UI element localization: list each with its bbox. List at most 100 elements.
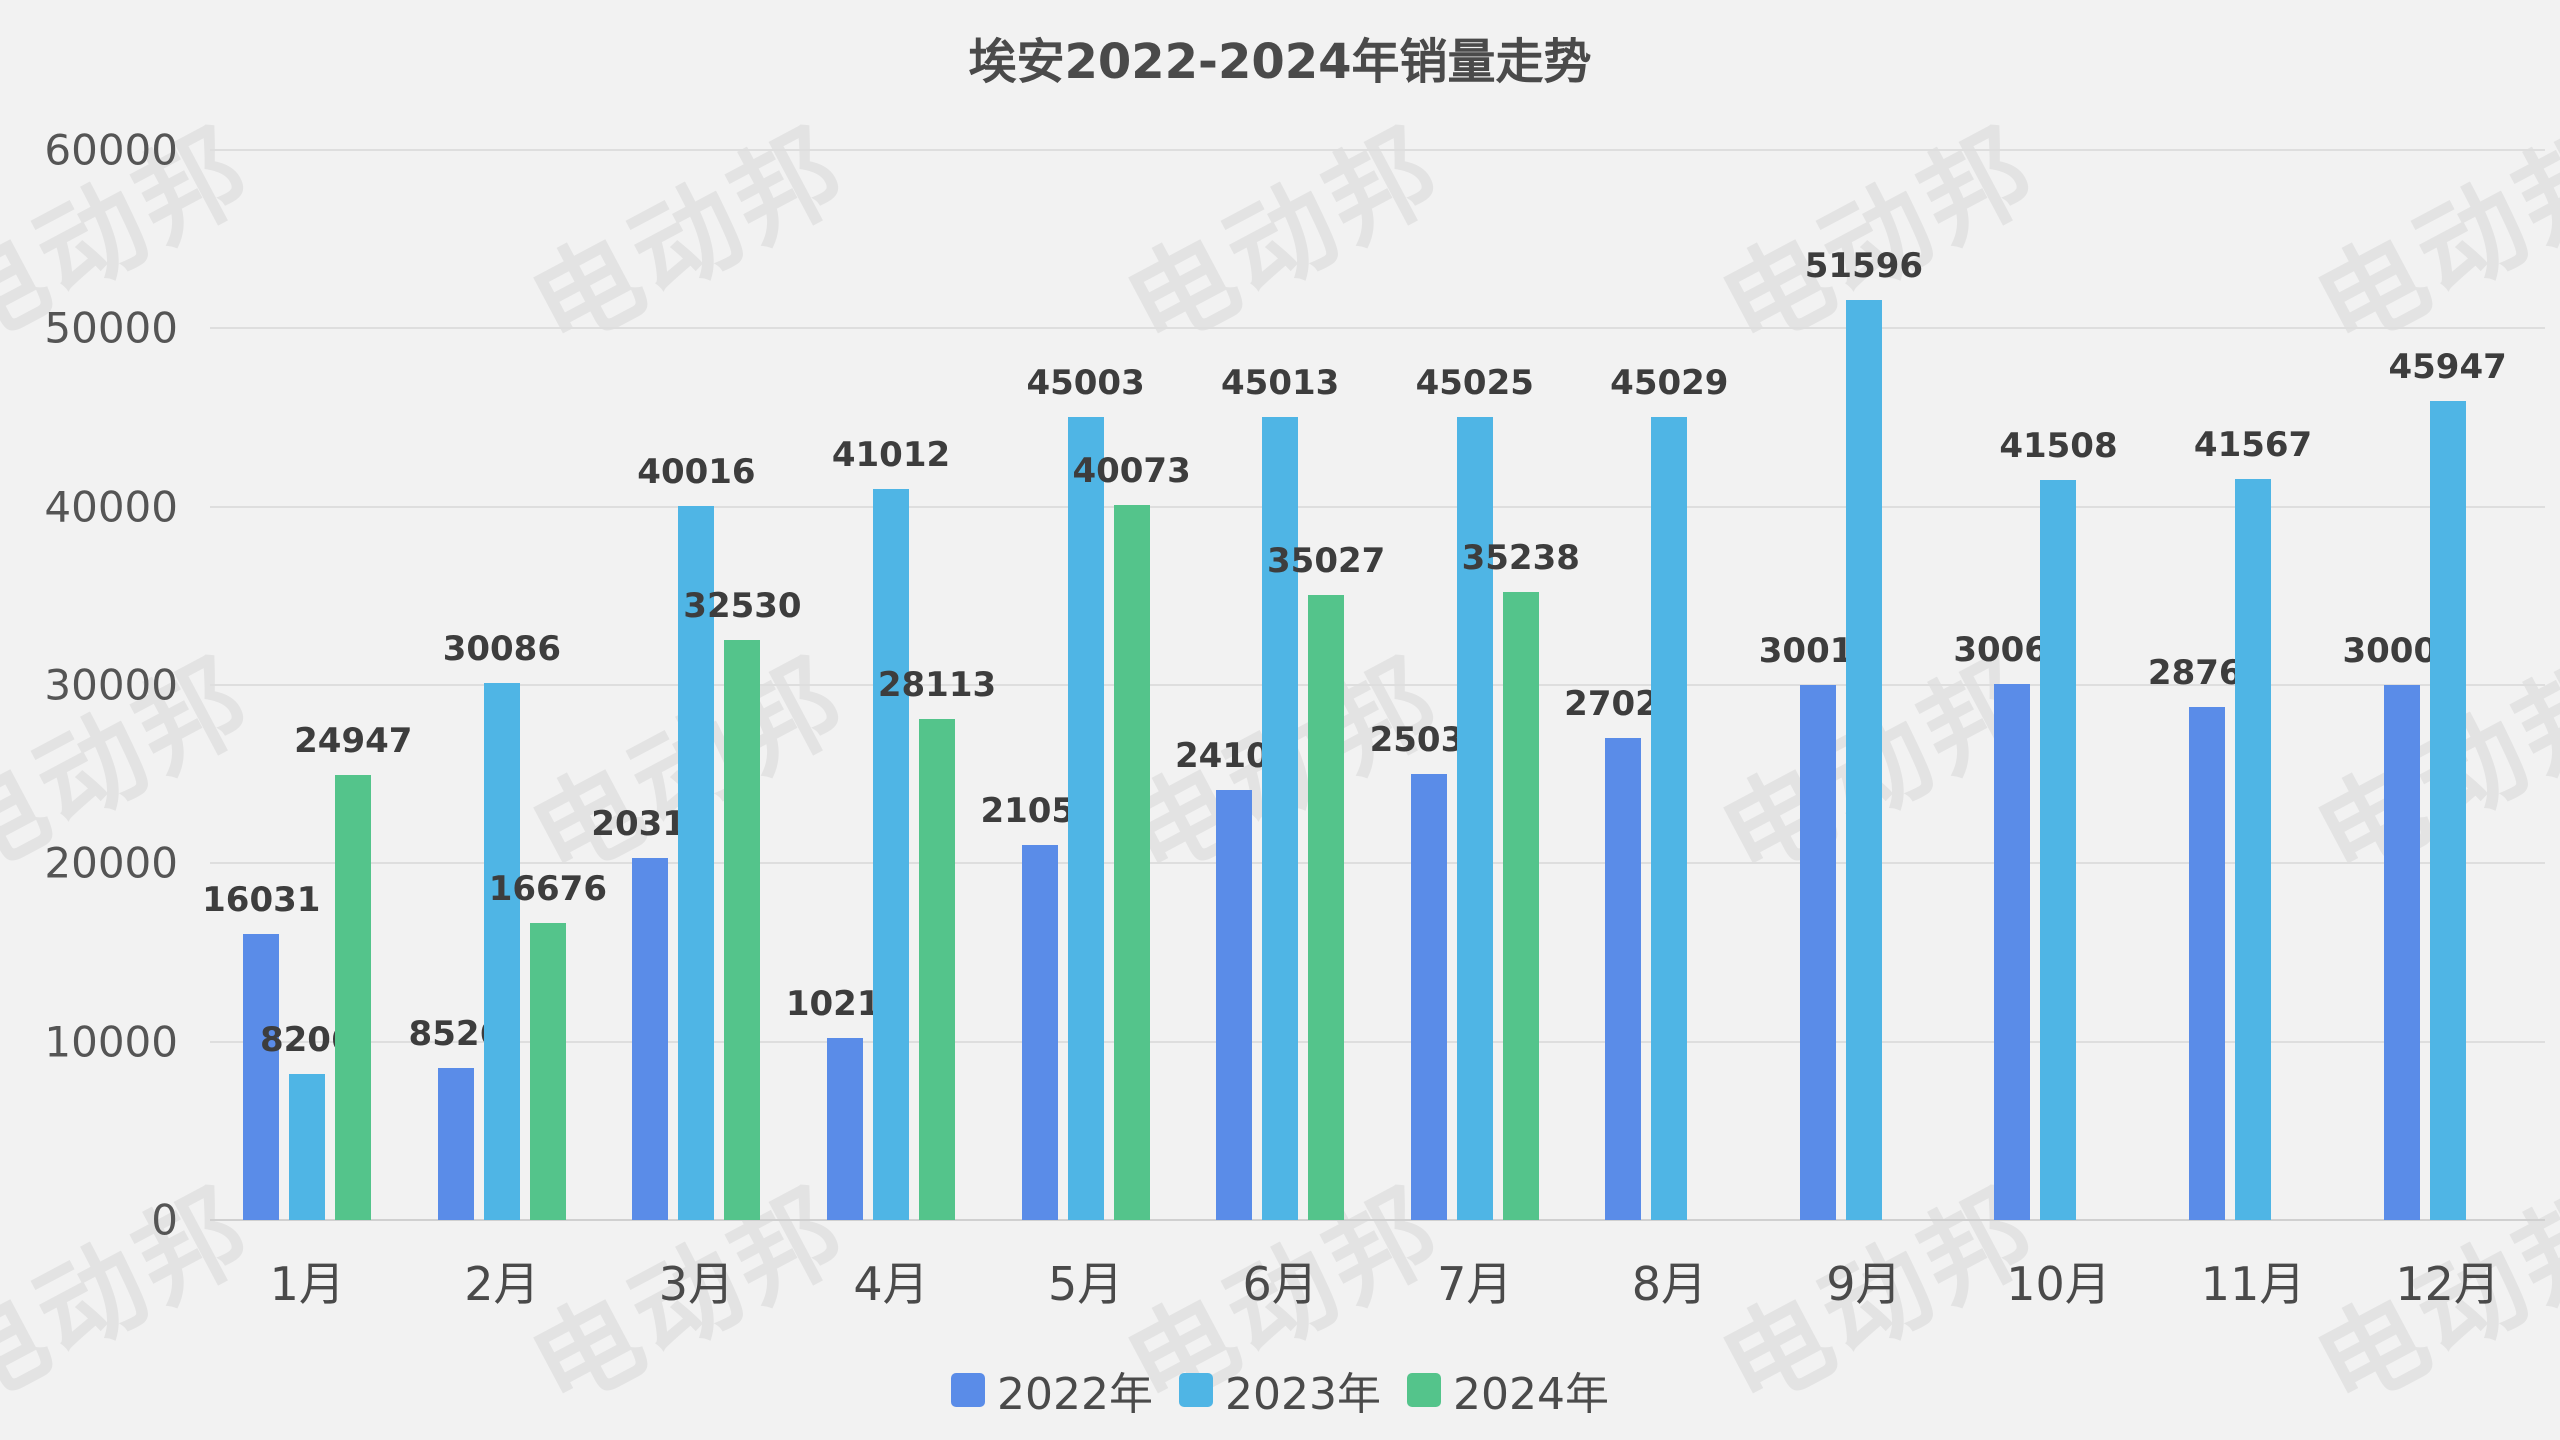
bar-value-label: 40016 (637, 452, 756, 493)
bar-groups: 16031 8206 24947 8526 30086 16676 20317 40016 32… (202, 150, 2545, 1220)
legend-swatch (1406, 1373, 1441, 1407)
legend-swatch (951, 1373, 986, 1407)
month-group-4: 10212 41012 28113 (786, 150, 996, 1220)
bar-value-label: 16676 (488, 868, 608, 909)
bar-value-label: 45025 (1415, 363, 1534, 404)
bar-2022年-5月: 21056 (980, 791, 1099, 1220)
y-axis-label: 60000 (44, 125, 178, 175)
gridline (210, 505, 2545, 508)
bar-2024年-5月: 40073 (1072, 451, 1191, 1220)
month-group-5: 21056 45003 40073 (980, 150, 1191, 1220)
gridline (210, 862, 2545, 865)
month-group-9: 30016 51596 (1759, 150, 1962, 1220)
gridline (210, 684, 2545, 686)
bar-2023年-7月: 45025 (1416, 363, 1534, 1220)
bar-2022年-9月: 30016 (1759, 631, 1877, 1220)
bar-2024年-7月: 35238 (1462, 538, 1580, 1220)
bar-value-label: 45013 (1221, 363, 1340, 404)
bar-value-label: 40073 (1072, 451, 1191, 492)
bar-2023年-9月: 51596 (1805, 246, 1923, 1220)
x-axis-label: 2月 (464, 1257, 540, 1311)
bar-value-label: 41567 (2193, 424, 2313, 465)
x-axis-label: 3月 (658, 1257, 735, 1311)
bar-2024年-1月: 24947 (294, 721, 412, 1220)
x-axis: 1月 2月 3月 4月 5月 6月 7月 8月 9月 10月 11月 12月 (210, 1248, 2545, 1314)
bar-value-label: 45029 (1610, 362, 1729, 403)
gridline (210, 327, 2545, 330)
legend-item-2022年: 2022年 (951, 1358, 1153, 1422)
y-axis-label: 20000 (44, 838, 178, 888)
legend-label: 2023年 (1225, 1369, 1381, 1420)
x-axis-label: 5月 (1047, 1257, 1124, 1311)
bar-2023年-10月: 41508 (1999, 426, 2118, 1220)
bar-value-label: 41012 (831, 434, 951, 475)
bar-2022年-6月: 24109 (1175, 736, 1293, 1220)
chart-title: 埃安2022-2024年销量走势 (968, 34, 1592, 90)
bar-2023年-4月: 41012 (832, 435, 950, 1220)
month-group-10: 30063 41508 (1953, 150, 2156, 1220)
bar-2022年-1月: 16031 (202, 880, 320, 1220)
bar-2022年-8月: 27021 (1564, 684, 1682, 1220)
y-axis-label: 30000 (44, 660, 178, 710)
x-axis-label: 11月 (2200, 1257, 2306, 1311)
bar-value-label: 45947 (2388, 346, 2507, 387)
bar-2023年-3月: 40016 (637, 452, 756, 1220)
bar-value-label: 24947 (294, 721, 413, 762)
legend-label: 2024年 (1452, 1369, 1609, 1420)
x-axis-line (210, 1219, 2545, 1221)
y-axis: 0 10000 20000 30000 40000 50000 60000 (0, 126, 190, 1245)
bar-2024年-4月: 28113 (878, 665, 996, 1220)
bar-value-label: 28113 (877, 664, 997, 705)
bar-2022年-10月: 30063 (1953, 630, 2072, 1220)
x-axis-label: 12月 (2395, 1257, 2500, 1311)
x-axis-label: 10月 (2006, 1257, 2111, 1311)
legend: 2022年 2023年 2024年 (0, 1358, 2560, 1422)
x-axis-label: 4月 (853, 1257, 929, 1311)
bar-2023年-12月: 45947 (2388, 347, 2507, 1220)
y-axis-label: 10000 (44, 1017, 178, 1067)
bar-value-label: 35027 (1267, 541, 1386, 582)
bar-2022年-4月: 10212 (786, 984, 904, 1220)
legend-item-2023年: 2023年 (1179, 1358, 1381, 1422)
bar-2024年-2月: 16676 (489, 869, 607, 1220)
gridline (210, 149, 2545, 151)
legend-item-2024年: 2024年 (1406, 1358, 1609, 1422)
month-group-6: 24109 45013 35027 (1175, 150, 1385, 1220)
month-group-8: 27021 45029 (1564, 150, 1767, 1220)
bar-2022年-2月: 8526 (409, 1014, 503, 1220)
bar-2023年-6月: 45013 (1221, 363, 1339, 1220)
bar-2022年-3月: 20317 (591, 804, 710, 1220)
x-axis-label: 8月 (1631, 1257, 1707, 1311)
x-axis-label: 1月 (269, 1257, 345, 1311)
y-axis-label: 40000 (44, 482, 178, 532)
bar-value-label: 45003 (1026, 363, 1145, 404)
y-axis-label: 0 (151, 1195, 178, 1245)
bar-2024年-3月: 32530 (683, 586, 802, 1220)
bar-2022年-11月: 28765 (2148, 653, 2266, 1220)
legend-label: 2022年 (997, 1369, 1153, 1420)
month-group-2: 8526 30086 16676 (405, 150, 607, 1220)
x-axis-label: 9月 (1826, 1257, 1902, 1311)
x-axis-label: 6月 (1242, 1257, 1318, 1311)
bar-2023年-5月: 45003 (1026, 363, 1145, 1220)
gridline (210, 1040, 2545, 1043)
bar-value-label: 51596 (1804, 245, 1924, 286)
bar-value-label: 35238 (1461, 537, 1580, 578)
bar-value-label: 16031 (202, 880, 321, 921)
bar-2024年-6月: 35027 (1267, 541, 1385, 1220)
month-group-1: 16031 8206 24947 (202, 150, 412, 1220)
month-group-12: 30007 45947 (2342, 150, 2545, 1220)
bar-value-label: 32530 (683, 585, 802, 626)
bar-2023年-2月: 30086 (443, 629, 561, 1220)
month-group-3: 20317 40016 32530 (591, 150, 802, 1220)
bar-value-label: 41508 (1999, 425, 2118, 466)
bar-2022年-7月: 25033 (1370, 720, 1488, 1220)
plot-area: 16031 8206 24947 8526 30086 16676 20317 40016 32… (202, 149, 2545, 1221)
bar-value-label: 30086 (442, 629, 562, 670)
bar-2023年-8月: 45029 (1610, 363, 1728, 1220)
month-group-11: 28765 41567 (2148, 150, 2351, 1220)
bar-2022年-12月: 30007 (2342, 631, 2461, 1220)
month-group-7: 25033 45025 35238 (1370, 150, 1580, 1220)
x-axis-label: 7月 (1437, 1257, 1513, 1311)
